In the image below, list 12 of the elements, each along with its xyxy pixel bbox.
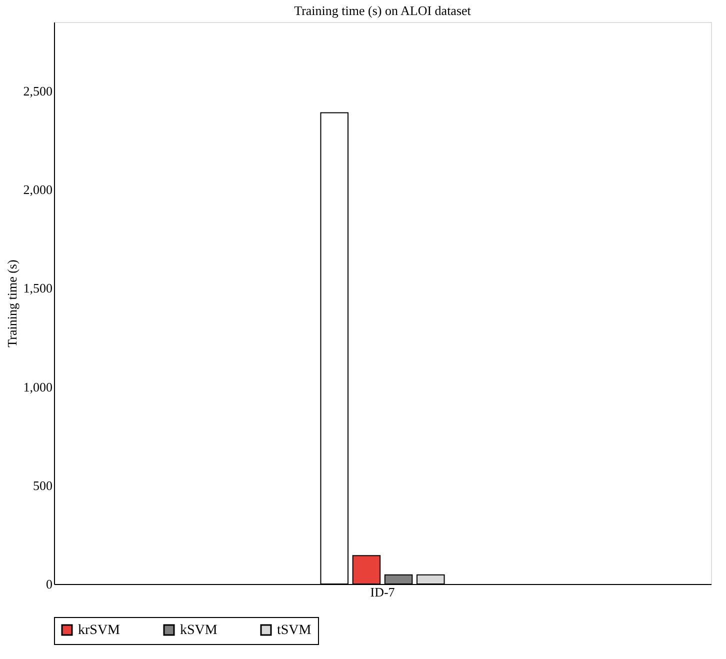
y-tick-label: 2,000 (23, 182, 52, 198)
y-tick-label: 2,500 (23, 84, 52, 99)
y-tick-label: 500 (33, 478, 52, 493)
y-tick-label: 1,000 (23, 379, 52, 394)
y-axis-title: Training time (s) (4, 260, 20, 348)
chart-title: Training time (s) on ALOI dataset (294, 3, 472, 18)
x-tick-label: ID-7 (370, 584, 396, 600)
y-tick-label: 0 (46, 576, 52, 592)
legend-label: kSVM (180, 623, 218, 638)
legend-label: krSVM (78, 623, 121, 638)
y-tick-label: 1,500 (23, 280, 52, 296)
legend-label: tSVM (277, 623, 312, 638)
